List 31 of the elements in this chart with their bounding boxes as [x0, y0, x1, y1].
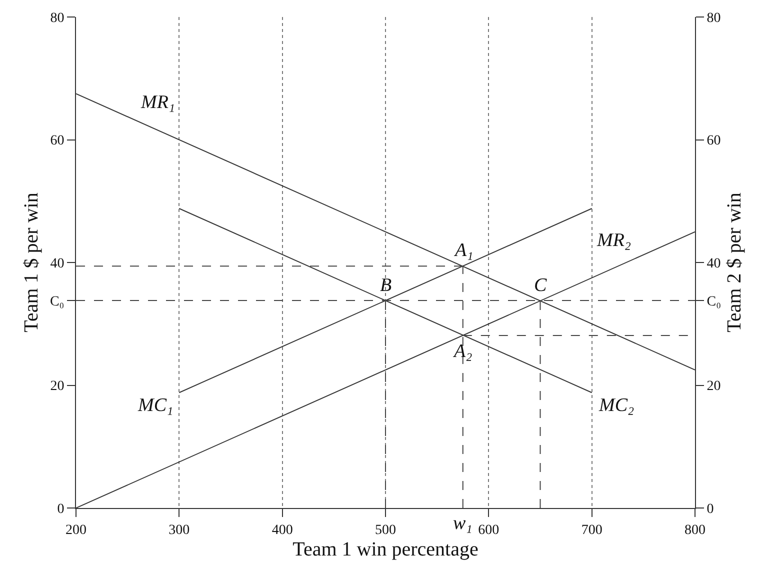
y-tick-label: 80 — [50, 10, 64, 26]
x-axis-title: Team 1 win percentage — [292, 538, 478, 560]
series-label: MC₂ — [598, 395, 634, 416]
x-tick-label: 300 — [168, 522, 190, 538]
annotation: C — [534, 275, 547, 296]
series-label: MR₁ — [140, 92, 176, 113]
series-label: MC₁ — [137, 395, 174, 416]
y-tick-label: 0 — [57, 502, 64, 517]
annotation: w₁ — [453, 513, 472, 534]
x-tick-label: 400 — [272, 522, 293, 538]
x-tick-label: 500 — [375, 522, 396, 538]
y-tick-label: 20 — [50, 379, 64, 394]
y-axis-title: Team 1 $ per win — [20, 192, 42, 332]
annotation: A₁ — [453, 240, 474, 261]
y-tick-label: C₀ — [50, 294, 64, 310]
y2-tick-label: C₀ — [706, 294, 722, 310]
annotation: B — [380, 275, 392, 296]
x-tick-label: 800 — [684, 522, 706, 538]
y-tick-label: 40 — [50, 256, 64, 272]
series-label: MR₂ — [596, 230, 632, 251]
y2-tick-label: 0 — [706, 502, 714, 517]
x-tick-label: 600 — [478, 522, 500, 538]
y2-tick-label: 20 — [706, 379, 721, 394]
x-tick-label: 700 — [581, 522, 602, 538]
y-tick-label: 60 — [50, 134, 64, 149]
y2-axis-title: Team 2 $ per win — [724, 192, 746, 332]
y2-tick-label: 80 — [706, 10, 721, 26]
annotation: A₂ — [452, 341, 473, 362]
y2-tick-label: 40 — [706, 256, 721, 272]
x-tick-label: 200 — [66, 522, 86, 538]
y2-tick-label: 60 — [706, 134, 721, 149]
